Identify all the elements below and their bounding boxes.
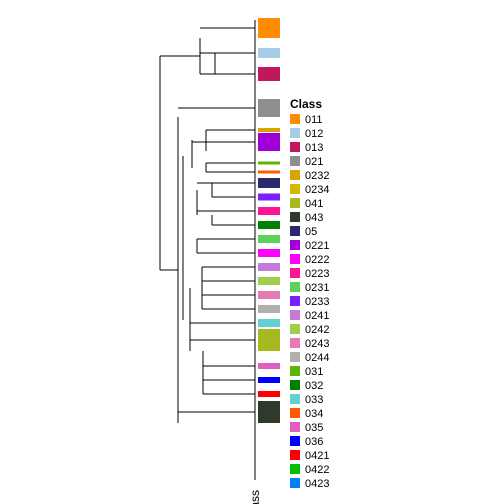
legend-label: 021 bbox=[305, 156, 323, 168]
legend-label: 0221 bbox=[305, 240, 329, 252]
leaf-bar bbox=[258, 128, 280, 132]
legend-label: 0422 bbox=[305, 464, 329, 476]
legend-swatch bbox=[290, 310, 300, 320]
figure-container: Class Class 011 012 013 021 0232 0234 041 043 05 02… bbox=[0, 0, 504, 504]
legend-swatch bbox=[290, 156, 300, 166]
legend-title: Class bbox=[290, 97, 322, 111]
leaf-bar bbox=[258, 18, 280, 38]
leaf-bar bbox=[258, 401, 280, 423]
legend-label: 031 bbox=[305, 366, 323, 378]
legend-label: 011 bbox=[305, 114, 323, 126]
legend-label: 013 bbox=[305, 142, 323, 154]
leaf-bar bbox=[258, 171, 280, 174]
leaf-bar bbox=[258, 263, 280, 271]
leaf-bar bbox=[258, 249, 280, 257]
leaf-bar bbox=[258, 305, 280, 313]
legend-label: 0234 bbox=[305, 184, 329, 196]
dendrogram-svg: Class Class 011 012 013 021 0232 0234 041 043 05 02… bbox=[0, 0, 504, 504]
legend-swatch bbox=[290, 422, 300, 432]
legend-swatch bbox=[290, 450, 300, 460]
leaf-bar bbox=[258, 377, 280, 383]
legend-swatch bbox=[290, 296, 300, 306]
legend-swatch bbox=[290, 268, 300, 278]
legend-label: 0222 bbox=[305, 254, 329, 266]
leaf-bar bbox=[258, 67, 280, 81]
legend-swatch bbox=[290, 170, 300, 180]
leaf-bar bbox=[258, 133, 280, 151]
leaf-bar bbox=[258, 207, 280, 215]
legend-swatch bbox=[290, 464, 300, 474]
leaf-bar bbox=[258, 162, 280, 165]
leaf-bar bbox=[258, 48, 280, 58]
legend-label: 035 bbox=[305, 422, 323, 434]
legend-label: 034 bbox=[305, 408, 323, 420]
legend-label: 043 bbox=[305, 212, 323, 224]
legend-swatch bbox=[290, 352, 300, 362]
legend-swatch bbox=[290, 226, 300, 236]
legend-swatch bbox=[290, 338, 300, 348]
legend-label: 033 bbox=[305, 394, 323, 406]
leaf-bar bbox=[258, 329, 280, 351]
legend-swatch bbox=[290, 380, 300, 390]
legend-swatch bbox=[290, 282, 300, 292]
legend-label: 012 bbox=[305, 128, 323, 140]
legend-label: 0423 bbox=[305, 478, 329, 490]
leaf-bar bbox=[258, 194, 280, 201]
leaf-bar bbox=[258, 235, 280, 243]
legend-swatch bbox=[290, 478, 300, 488]
leaf-bar bbox=[258, 178, 280, 188]
legend-label: 0231 bbox=[305, 282, 329, 294]
legend-label: 0241 bbox=[305, 310, 329, 322]
leaf-bar bbox=[258, 291, 280, 299]
legend-swatch bbox=[290, 128, 300, 138]
legend-swatch bbox=[290, 254, 300, 264]
legend-label: 0223 bbox=[305, 268, 329, 280]
legend-swatch bbox=[290, 198, 300, 208]
legend-label: 041 bbox=[305, 198, 323, 210]
leaf-bar bbox=[258, 319, 280, 327]
legend-label: 0421 bbox=[305, 450, 329, 462]
legend-swatch bbox=[290, 114, 300, 124]
legend-swatch bbox=[290, 212, 300, 222]
legend-swatch bbox=[290, 394, 300, 404]
axis-label: Class bbox=[248, 490, 262, 504]
legend-swatch bbox=[290, 142, 300, 152]
legend-label: 05 bbox=[305, 226, 317, 238]
leaf-bar bbox=[258, 391, 280, 397]
legend-label: 0233 bbox=[305, 296, 329, 308]
leaf-bar bbox=[258, 99, 280, 117]
leaf-bar bbox=[258, 363, 280, 369]
legend-swatch bbox=[290, 240, 300, 250]
legend-label: 036 bbox=[305, 436, 323, 448]
legend-label: 0242 bbox=[305, 324, 329, 336]
legend-label: 0243 bbox=[305, 338, 329, 350]
legend-swatch bbox=[290, 436, 300, 446]
legend-swatch bbox=[290, 324, 300, 334]
legend-label: 032 bbox=[305, 380, 323, 392]
legend-swatch bbox=[290, 184, 300, 194]
legend-label: 0244 bbox=[305, 352, 329, 364]
legend-swatch bbox=[290, 366, 300, 376]
leaf-bar bbox=[258, 277, 280, 285]
leaf-bar bbox=[258, 221, 280, 229]
legend-swatch bbox=[290, 408, 300, 418]
legend-label: 0232 bbox=[305, 170, 329, 182]
